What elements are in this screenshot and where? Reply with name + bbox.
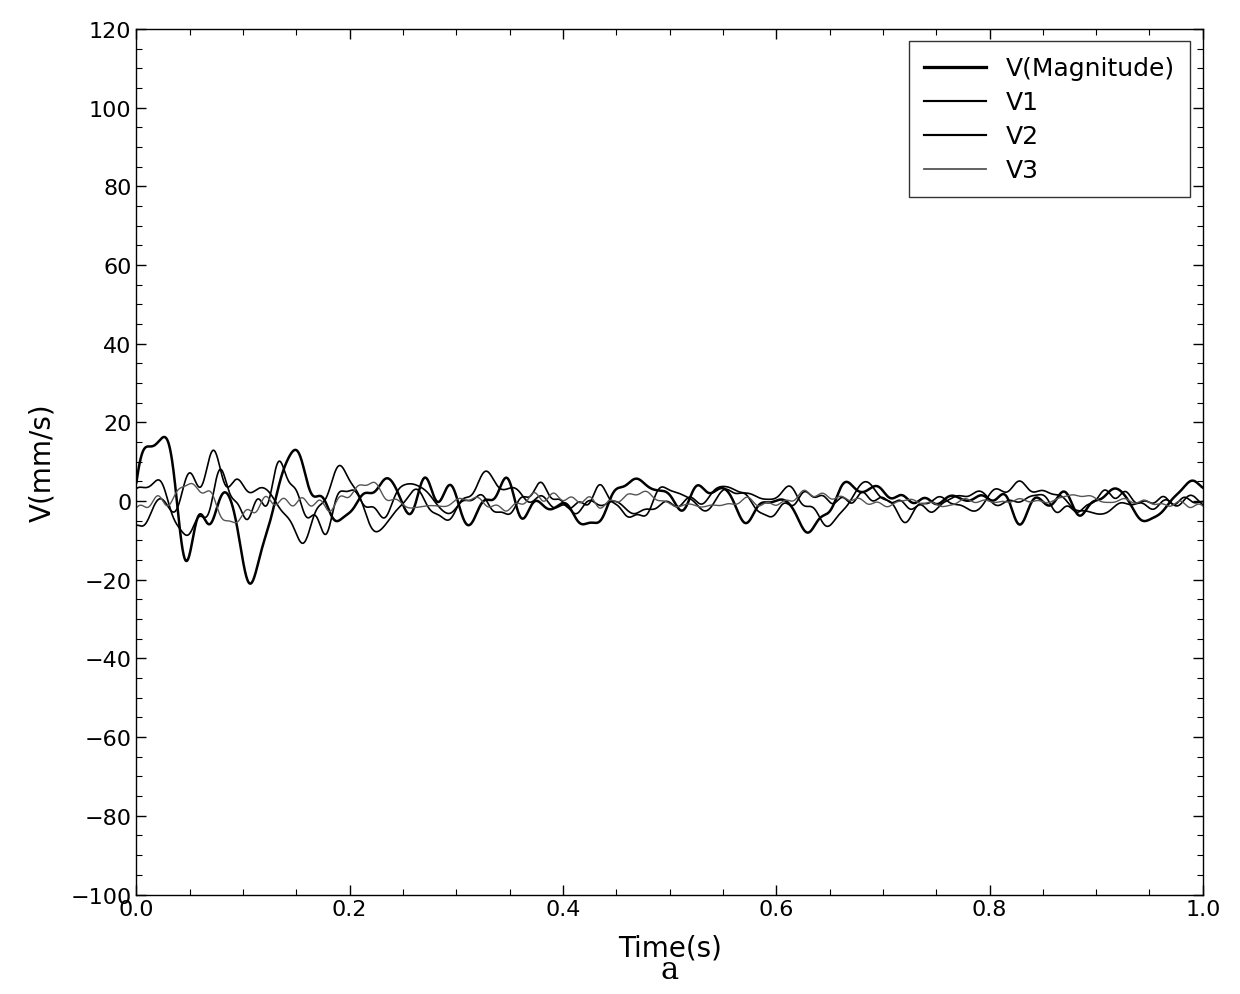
Line: V(Magnitude): V(Magnitude) xyxy=(136,437,1203,584)
V(Magnitude) xyxy=(243,579,258,590)
X-axis label: Time(s): Time(s) xyxy=(618,933,722,961)
V3 xyxy=(904,494,919,506)
V1 xyxy=(587,496,601,508)
Text: a: a xyxy=(661,953,678,985)
V3 xyxy=(578,494,593,506)
V2 xyxy=(1163,497,1178,509)
V2 xyxy=(578,499,593,511)
V3 xyxy=(1110,496,1125,508)
V1 xyxy=(295,538,310,550)
V(Magnitude) xyxy=(578,519,593,531)
V(Magnitude) xyxy=(1195,482,1210,494)
V1 xyxy=(206,444,221,456)
V3 xyxy=(1163,501,1178,513)
V3 xyxy=(587,495,601,507)
Legend: V(Magnitude), V1, V2, V3: V(Magnitude), V1, V2, V3 xyxy=(909,43,1190,198)
V3 xyxy=(636,486,651,498)
V(Magnitude) xyxy=(1110,483,1125,495)
V2 xyxy=(272,455,286,467)
V3 xyxy=(129,502,144,514)
V3 xyxy=(366,477,381,489)
V3 xyxy=(228,517,243,529)
V2 xyxy=(587,490,601,502)
V(Magnitude) xyxy=(587,517,601,529)
V1 xyxy=(1163,497,1178,509)
V1 xyxy=(1110,499,1125,511)
V1 xyxy=(1195,499,1210,511)
V(Magnitude) xyxy=(1163,496,1178,508)
V2 xyxy=(180,530,195,542)
V1 xyxy=(904,510,919,522)
V2 xyxy=(129,483,144,495)
V1 xyxy=(636,504,651,516)
Line: V2: V2 xyxy=(136,461,1203,536)
V2 xyxy=(636,511,651,523)
V1 xyxy=(578,498,593,510)
V(Magnitude) xyxy=(904,497,919,509)
V(Magnitude) xyxy=(129,477,144,489)
Line: V3: V3 xyxy=(136,483,1203,523)
V2 xyxy=(1110,492,1125,504)
V1 xyxy=(129,520,144,532)
Y-axis label: V(mm/s): V(mm/s) xyxy=(29,403,56,522)
V2 xyxy=(904,504,919,516)
Line: V1: V1 xyxy=(136,450,1203,544)
V2 xyxy=(1195,496,1210,508)
V3 xyxy=(1195,500,1210,512)
V(Magnitude) xyxy=(156,431,171,443)
V(Magnitude) xyxy=(636,477,651,489)
